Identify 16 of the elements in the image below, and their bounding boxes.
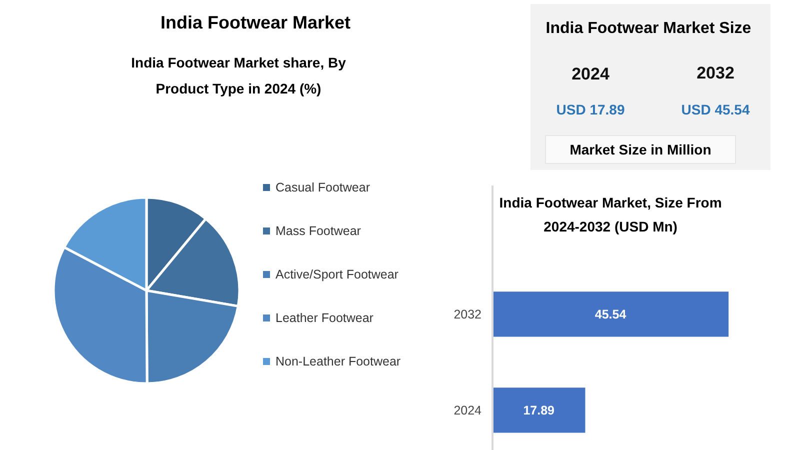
- legend-label: Mass Footwear: [276, 224, 361, 238]
- text: India Footwear Market Size: [546, 20, 752, 37]
- text: 2032: [696, 64, 734, 82]
- text: India Footwear Market, Size From 2024-2032 (USD Mn): [499, 194, 722, 234]
- data-label: 45.54: [594, 308, 626, 322]
- legend-label: Non-Leather Footwear: [276, 354, 401, 368]
- text: Market Size in Million: [570, 142, 712, 158]
- text: USD 45.54: [681, 102, 750, 118]
- text: 2024: [572, 64, 610, 84]
- chart-title: India Footwear Market: [160, 12, 351, 32]
- legend-label: Casual Footwear: [276, 180, 370, 194]
- chart-subtitle: India Footwear Market share, By Product Type in 2024 (%): [131, 54, 346, 96]
- legend-label: Active/Sport Footwear: [276, 268, 398, 282]
- data-label: 17.89: [523, 404, 555, 418]
- legend-label: Leather Footwear: [276, 311, 374, 325]
- text: USD 17.89: [556, 102, 625, 118]
